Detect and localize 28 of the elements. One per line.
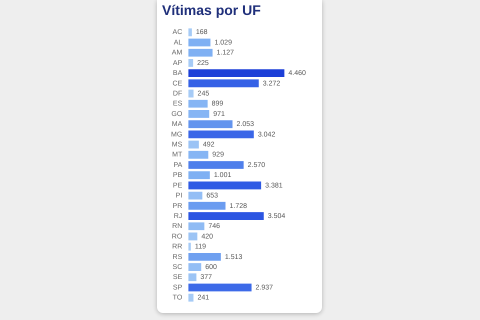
bar	[188, 48, 213, 57]
bar	[188, 222, 204, 230]
bar	[188, 284, 252, 292]
bar	[188, 252, 221, 261]
bar	[188, 182, 262, 190]
bar	[188, 273, 196, 282]
bar	[188, 69, 284, 78]
bar	[188, 90, 194, 98]
bar	[188, 171, 210, 180]
bar	[188, 212, 264, 220]
bar	[188, 150, 208, 159]
bar	[188, 263, 202, 271]
bar	[188, 130, 254, 138]
bar	[188, 38, 210, 46]
bar	[188, 59, 194, 67]
bar	[188, 110, 210, 118]
bar	[188, 242, 191, 251]
bar	[188, 232, 198, 240]
bar	[188, 192, 202, 200]
chart-title: Vítimas por UF	[162, 2, 261, 18]
bar	[188, 100, 208, 108]
bar	[188, 120, 233, 128]
bar	[188, 79, 259, 88]
bar	[188, 294, 194, 302]
bar	[188, 28, 192, 36]
bar	[188, 202, 226, 210]
bar	[188, 161, 244, 169]
bar	[188, 140, 199, 148]
